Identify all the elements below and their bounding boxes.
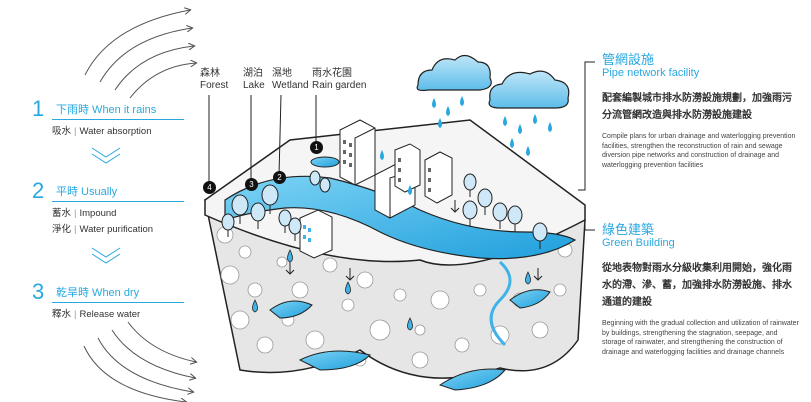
- section-subtitle: Pipe network facility: [602, 67, 700, 79]
- stage-3: 3 乾旱時 When dry 釋水 | Release water: [32, 281, 184, 322]
- location-label-en: Forest: [200, 80, 229, 91]
- location-label-zh: 濕地: [272, 68, 292, 79]
- section-title: 綠色建築: [602, 222, 655, 237]
- chevron-down-icon: [91, 247, 121, 264]
- stage-2: 2 平時 Usually 蓄水 | Impound 淨化 | Water purific…: [32, 180, 184, 237]
- section-body-en: Beginning with the gradual collection an…: [602, 320, 799, 356]
- cloud-icon: [488, 70, 570, 109]
- location-marker-1: 1: [310, 141, 323, 154]
- location-leaders: [208, 94, 317, 186]
- stage-1: 1 下雨時 When it rains 吸水 | Water absorption: [32, 98, 184, 139]
- stage-title: 下雨時 When it rains: [52, 103, 184, 120]
- location-marker-4: 4: [203, 181, 216, 194]
- location-label-lake: 湖泊 Lake: [243, 68, 265, 92]
- location-label-wetland: 濕地 Wetland: [272, 68, 309, 92]
- stage-item: 淨化 | Water purification: [52, 224, 154, 235]
- stage-item: 釋水 | Release water: [52, 309, 141, 320]
- stage-item: 蓄水 | Impound: [52, 208, 117, 219]
- trees: [221, 170, 548, 249]
- stage-number: 3: [32, 279, 45, 304]
- soil-drops: [252, 249, 531, 331]
- location-marker-2: 2: [273, 171, 286, 184]
- building: [394, 143, 421, 193]
- stage-number: 1: [32, 96, 45, 121]
- location-label-en: Lake: [243, 80, 265, 91]
- bottom-arcs: [83, 321, 196, 402]
- river: [224, 175, 577, 260]
- stage-title: 乾旱時 When dry: [52, 286, 184, 303]
- rain-drops: [380, 96, 552, 195]
- location-label-en: Wetland: [272, 80, 309, 91]
- section-body-zh: 從地表物對雨水分級收集利用開始，強化雨水的滯、滲、蓄，加強排水防澇設施、排水通道…: [602, 263, 792, 308]
- building: [339, 119, 376, 186]
- section-subtitle: Green Building: [602, 237, 675, 249]
- location-label-en: Rain garden: [312, 80, 367, 91]
- stage-number: 2: [32, 178, 45, 203]
- stage-title: 平時 Usually: [52, 185, 184, 202]
- buildings: [299, 119, 453, 259]
- location-label-forest: 森林 Forest: [200, 68, 228, 92]
- underground-water: [269, 289, 551, 391]
- rain-garden-pond: [310, 156, 340, 168]
- top-arcs: [84, 10, 196, 99]
- location-label-rain-garden: 雨水花園 Rain garden: [312, 68, 366, 92]
- chevron-down-icon: [91, 147, 121, 164]
- section-connectors: [578, 61, 595, 231]
- building: [299, 209, 333, 259]
- stage-item: 吸水 | Water absorption: [52, 126, 152, 137]
- location-label-zh: 森林: [200, 68, 220, 79]
- building: [424, 151, 453, 204]
- location-marker-3: 3: [245, 178, 258, 191]
- section-body-en: Compile plans for urban drainage and wat…: [602, 133, 796, 169]
- location-label-zh: 雨水花園: [312, 68, 352, 79]
- section-body-zh: 配套編製城市排水防澇設施規劃，加強雨污分流管網改造與排水防澇設施建設: [602, 93, 792, 121]
- location-label-zh: 湖泊: [243, 68, 263, 79]
- section-pipe-network: 管網設施 Pipe network facility 配套編製城市排水防澇設施規…: [602, 52, 800, 170]
- cloud-icon: [416, 54, 492, 92]
- section-green-building: 綠色建築 Green Building 從地表物對雨水分級收集利用開始，強化雨水…: [602, 222, 800, 357]
- infiltration-arrows: [285, 200, 543, 281]
- section-title: 管網設施: [602, 52, 655, 67]
